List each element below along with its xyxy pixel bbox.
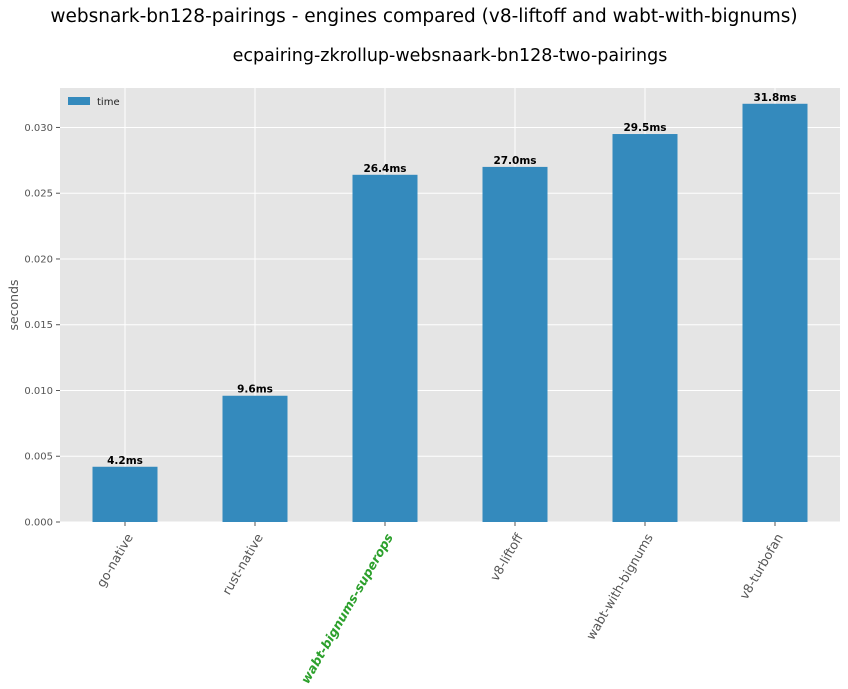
data-label: 31.8ms xyxy=(753,92,796,104)
plot-area xyxy=(60,88,840,522)
x-tick-label: rust-native xyxy=(219,531,266,598)
y-tick-label: 0.010 xyxy=(24,386,53,397)
data-label: 9.6ms xyxy=(237,384,273,396)
x-tick-label: v8-turbofan xyxy=(736,531,786,602)
y-tick-label: 0.015 xyxy=(24,320,53,331)
x-tick-label: wabt-with-bignums xyxy=(583,531,656,643)
data-label: 27.0ms xyxy=(493,155,536,167)
y-axis-label: seconds xyxy=(6,279,21,330)
data-label: 4.2ms xyxy=(107,455,143,467)
bar-go-native xyxy=(92,466,158,522)
x-tick-label: v8-liftoff xyxy=(487,530,526,583)
y-tick-label: 0.005 xyxy=(24,452,53,463)
data-label-layer: 4.2ms 9.6ms 26.4ms 27.0ms 29.5ms 31.8ms xyxy=(107,92,796,467)
legend-label: time xyxy=(97,97,120,108)
chart-suptitle: websnark-bn128-pairings - engines compar… xyxy=(50,6,797,27)
data-label: 29.5ms xyxy=(623,122,666,134)
y-tick-label: 0.020 xyxy=(24,254,53,265)
bar-wabt-bignums-superops xyxy=(352,174,418,523)
legend-swatch xyxy=(68,97,90,105)
bar-layer xyxy=(92,103,808,523)
bar-rust-native xyxy=(222,395,288,522)
bar-v8-liftoff xyxy=(482,166,548,522)
x-tick-label: go-native xyxy=(93,531,136,590)
x-tick-layer: go-native rust-native wabt-bignums-superop… xyxy=(93,522,786,686)
x-tick-label: wabt-bignums-superops xyxy=(298,531,396,685)
legend: time xyxy=(68,97,120,108)
bar-v8-turbofan xyxy=(742,103,808,523)
y-tick-label: 0.000 xyxy=(24,518,53,529)
y-tick-label: 0.030 xyxy=(24,123,53,134)
chart-title: ecpairing-zkrollup-websnaark-bn128-two-p… xyxy=(233,46,668,66)
y-tick-layer: 0.000 0.005 0.010 0.015 0.020 0.025 0.030 xyxy=(24,123,60,529)
bar-wabt-with-bignums xyxy=(612,134,678,522)
y-tick-label: 0.025 xyxy=(24,189,53,200)
data-label: 26.4ms xyxy=(363,163,406,175)
